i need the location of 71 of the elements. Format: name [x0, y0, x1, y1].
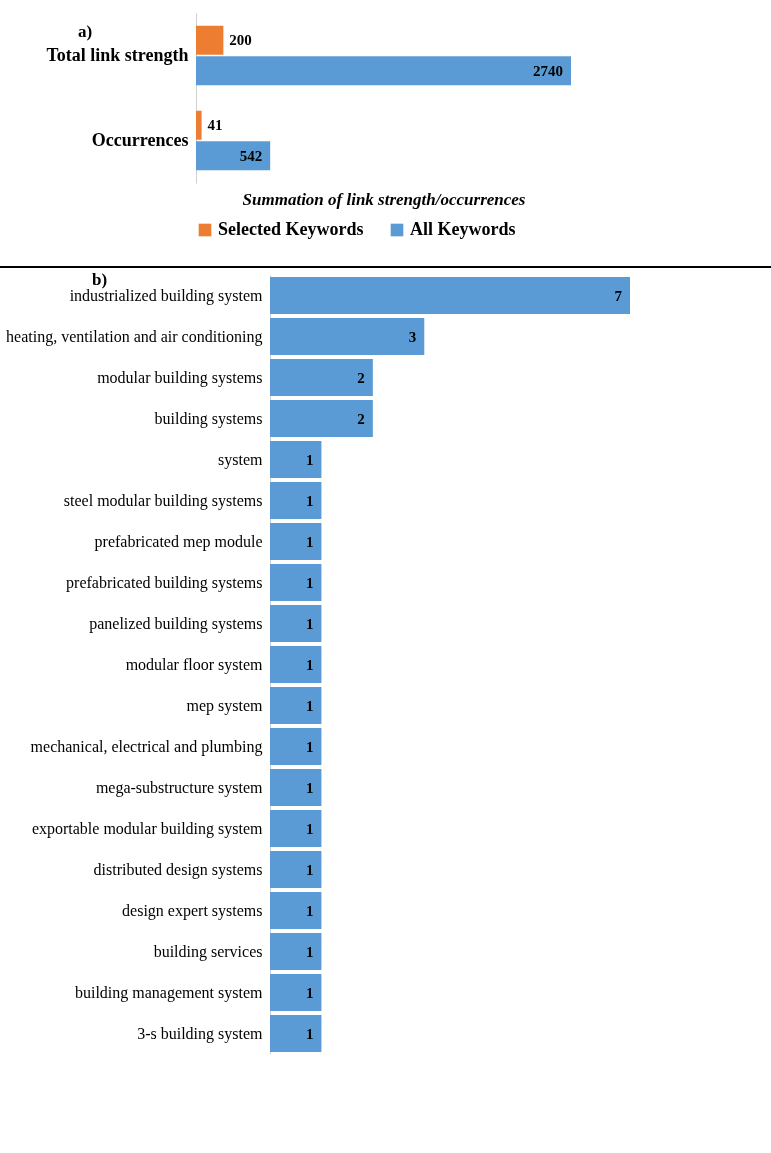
y-tick-label: panelized building systems	[89, 614, 263, 633]
legend-label: All Keywords	[410, 219, 516, 239]
bar	[270, 933, 322, 970]
bar	[270, 318, 425, 355]
bar	[270, 605, 322, 642]
data-label: 1	[305, 943, 314, 960]
bar	[196, 141, 271, 171]
y-tick-label: mep system	[186, 696, 264, 715]
bar	[270, 769, 322, 806]
y-tick-label: modular building systems	[97, 368, 263, 387]
bar	[270, 646, 322, 683]
y-tick-label: design expert systems	[122, 901, 263, 920]
bar	[270, 441, 322, 478]
bar	[270, 687, 322, 724]
y-tick-label: mega-substructure system	[95, 778, 264, 797]
data-label: 2	[357, 369, 365, 386]
data-label: 1	[305, 533, 314, 550]
bar	[270, 277, 630, 314]
bar	[196, 56, 571, 86]
data-label: 2	[357, 410, 365, 427]
bar	[270, 1015, 322, 1052]
data-label: 2740	[533, 62, 563, 79]
y-tick-label: modular floor system	[125, 655, 264, 674]
y-tick-label: distributed design systems	[93, 860, 263, 879]
data-label: 1	[305, 902, 314, 919]
text: b)	[92, 270, 108, 289]
legend-label: Selected Keywords	[218, 219, 364, 239]
data-label: 542	[239, 147, 263, 164]
y-tick-label: building systems	[154, 409, 263, 428]
data-label: 1	[305, 1025, 314, 1042]
data-label: 41	[207, 117, 223, 134]
data-label: 1	[305, 861, 314, 878]
y-tick-label: mechanical, electrical and plumbing	[30, 737, 263, 756]
data-label: 1	[305, 574, 314, 591]
bar	[270, 728, 322, 765]
text: a)	[78, 22, 93, 42]
y-tick-label: exportable modular building system	[31, 819, 264, 838]
bar	[196, 25, 224, 55]
bar	[270, 810, 322, 847]
data-label: 3	[408, 328, 417, 345]
data-label: 1	[305, 492, 314, 509]
data-label: 200	[229, 32, 252, 49]
data-label: 1	[305, 451, 314, 468]
bar	[270, 851, 322, 888]
bar	[270, 892, 322, 929]
bar	[270, 400, 373, 437]
bar	[270, 564, 322, 601]
y-tick-label: system	[218, 450, 264, 469]
y-tick-label: steel modular building systems	[63, 491, 263, 510]
y-tick-label: building management system	[74, 983, 264, 1002]
y-tick-label: heating, ventilation and air conditioning	[6, 327, 263, 346]
x-axis-title: Summation of link strength/occurrences	[242, 189, 526, 209]
data-label: 1	[305, 984, 314, 1001]
bar	[196, 110, 202, 140]
y-tick-label: Occurrences	[91, 129, 189, 150]
data-label: 1	[305, 656, 314, 673]
bar	[270, 359, 373, 396]
y-tick-label: Total link strength	[46, 44, 189, 65]
y-tick-label: 3-s building system	[137, 1024, 264, 1043]
data-label: 1	[305, 615, 314, 632]
y-tick-label: prefabricated mep module	[94, 532, 263, 551]
y-tick-label: building services	[153, 942, 263, 961]
data-label: 7	[614, 287, 623, 304]
bar	[270, 974, 322, 1011]
y-tick-label: prefabricated building systems	[66, 573, 263, 592]
data-label: 1	[305, 820, 314, 837]
bar	[270, 523, 322, 560]
data-label: 1	[305, 779, 314, 796]
data-label: 1	[305, 738, 314, 755]
bar	[270, 482, 322, 519]
data-label: 1	[305, 697, 314, 714]
